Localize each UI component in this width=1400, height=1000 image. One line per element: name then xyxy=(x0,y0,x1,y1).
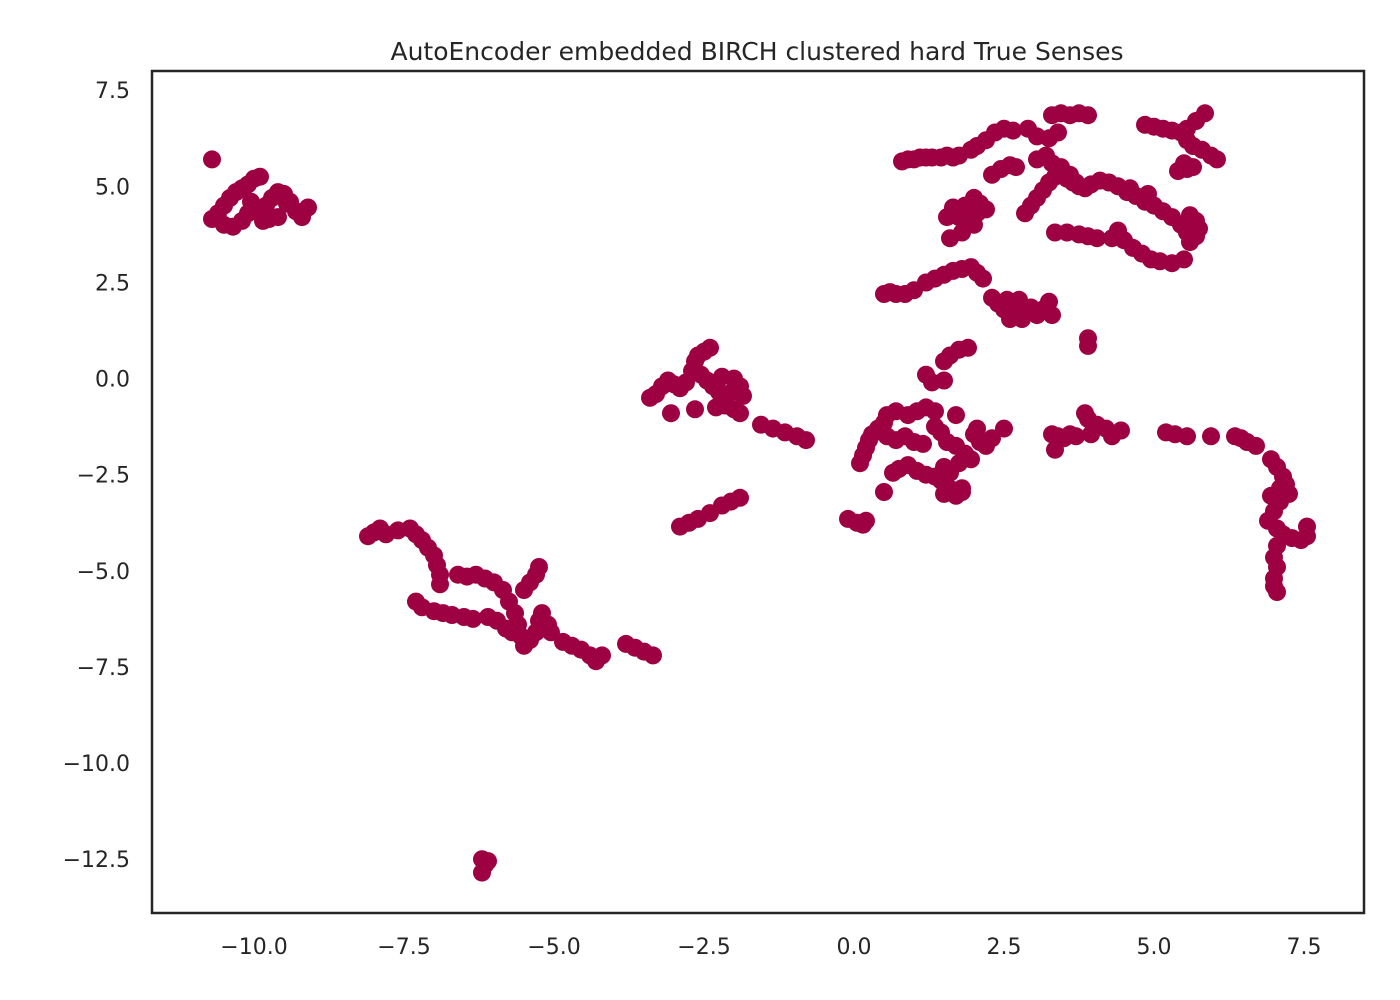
data-point xyxy=(731,404,749,423)
data-point xyxy=(1112,421,1130,440)
data-point xyxy=(1067,173,1085,192)
data-point xyxy=(1040,292,1058,311)
y-tick-label: 5.0 xyxy=(95,175,130,200)
data-point xyxy=(917,365,935,384)
y-tick-label: 0.0 xyxy=(95,368,130,393)
plot-frame xyxy=(150,69,1366,915)
data-point xyxy=(1046,440,1064,459)
data-point xyxy=(662,404,680,423)
data-point xyxy=(959,338,977,357)
data-point xyxy=(857,511,875,530)
data-point xyxy=(1247,436,1265,455)
x-tick-label: 2.5 xyxy=(987,935,1022,960)
data-point xyxy=(1007,158,1025,177)
data-point xyxy=(995,419,1013,438)
data-point xyxy=(731,488,749,507)
data-point xyxy=(974,269,992,288)
data-point xyxy=(1013,310,1031,328)
y-tick-label: −5.0 xyxy=(77,560,130,585)
data-point xyxy=(968,204,986,223)
data-point xyxy=(269,208,287,227)
data-point xyxy=(593,646,611,665)
data-point xyxy=(935,371,953,390)
data-point xyxy=(431,575,449,594)
x-tick-label: 7.5 xyxy=(1287,935,1322,960)
data-point xyxy=(1139,185,1157,203)
data-point xyxy=(914,434,932,453)
x-tick-label: 5.0 xyxy=(1137,935,1172,960)
data-point xyxy=(797,431,815,450)
x-tick-label: −10.0 xyxy=(220,935,287,960)
data-point xyxy=(1175,250,1193,269)
y-axis-tick-labels: 7.5 5.0 2.5 0.0 −2.5 −5.0 −7.5 −10.0 −12.5 xyxy=(63,79,130,873)
data-point xyxy=(1121,179,1139,198)
data-point xyxy=(644,646,662,665)
data-points xyxy=(203,104,1316,882)
data-point xyxy=(1004,121,1022,140)
data-point xyxy=(1196,104,1214,123)
data-point xyxy=(875,483,893,501)
data-point xyxy=(1079,106,1097,125)
data-point xyxy=(1181,206,1199,225)
y-tick-label: −12.5 xyxy=(63,848,130,873)
data-point xyxy=(686,400,704,419)
y-tick-label: −2.5 xyxy=(77,464,130,489)
data-point xyxy=(1088,229,1106,248)
y-tick-label: 2.5 xyxy=(95,272,130,297)
data-point xyxy=(1010,290,1028,309)
data-point xyxy=(251,167,269,186)
x-tick-label: −2.5 xyxy=(677,935,730,960)
data-point xyxy=(1178,427,1196,446)
data-point xyxy=(479,852,497,871)
data-point xyxy=(947,406,965,425)
data-point xyxy=(1109,221,1127,240)
data-point xyxy=(734,386,752,405)
data-point xyxy=(278,194,296,213)
data-point xyxy=(1202,427,1220,446)
data-point xyxy=(968,419,986,438)
data-point xyxy=(701,338,719,357)
data-point xyxy=(1208,150,1226,169)
data-point xyxy=(725,369,743,388)
y-tick-label: −10.0 xyxy=(63,752,130,777)
data-point xyxy=(503,623,521,642)
data-point xyxy=(1079,329,1097,348)
data-point xyxy=(1067,427,1085,446)
data-point xyxy=(203,150,221,169)
data-point xyxy=(1175,154,1193,173)
data-point xyxy=(464,609,482,628)
data-point xyxy=(941,229,959,248)
y-tick-label: −7.5 xyxy=(77,656,130,681)
data-point xyxy=(1271,479,1289,498)
x-tick-label: −5.0 xyxy=(527,935,580,960)
y-tick-label: 7.5 xyxy=(95,79,130,104)
data-point xyxy=(926,402,944,421)
data-point xyxy=(1028,150,1046,169)
data-point xyxy=(1049,123,1067,142)
data-point xyxy=(530,558,548,576)
chart-title: AutoEncoder embedded BIRCH clustered har… xyxy=(390,37,1123,66)
x-axis-tick-labels: −10.0 −7.5 −5.0 −2.5 0.0 2.5 5.0 7.5 xyxy=(220,935,1321,960)
data-point xyxy=(1268,583,1286,601)
data-point xyxy=(299,198,317,217)
data-point xyxy=(254,211,272,230)
data-point xyxy=(983,429,1001,448)
data-point xyxy=(542,623,560,642)
data-point xyxy=(1097,419,1115,438)
data-point xyxy=(1298,517,1316,536)
data-point xyxy=(1043,306,1061,325)
data-point xyxy=(953,479,971,498)
data-point xyxy=(242,192,260,211)
data-point xyxy=(950,454,968,473)
x-tick-label: −7.5 xyxy=(377,935,430,960)
x-tick-label: 0.0 xyxy=(837,935,872,960)
